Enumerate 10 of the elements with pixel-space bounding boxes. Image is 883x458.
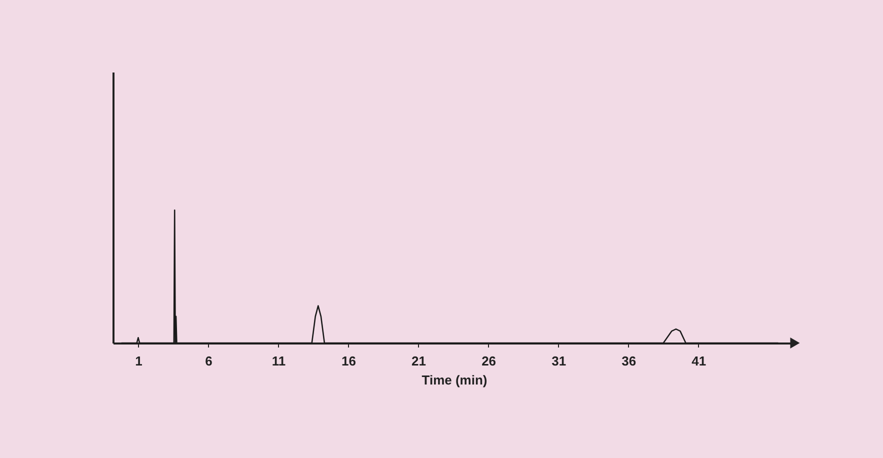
- x-tick-label: 36: [622, 354, 636, 368]
- x-axis-title: Time (min): [422, 372, 488, 388]
- x-tick-label: 6: [205, 354, 212, 368]
- x-tick-label: 41: [692, 354, 706, 368]
- x-tick-label: 31: [552, 354, 566, 368]
- x-tick-label: 26: [482, 354, 496, 368]
- x-tick-label: 16: [342, 354, 356, 368]
- x-tick-label: 11: [272, 354, 286, 368]
- x-tick-label: 21: [412, 354, 426, 368]
- x-tick-label: 1: [135, 354, 142, 368]
